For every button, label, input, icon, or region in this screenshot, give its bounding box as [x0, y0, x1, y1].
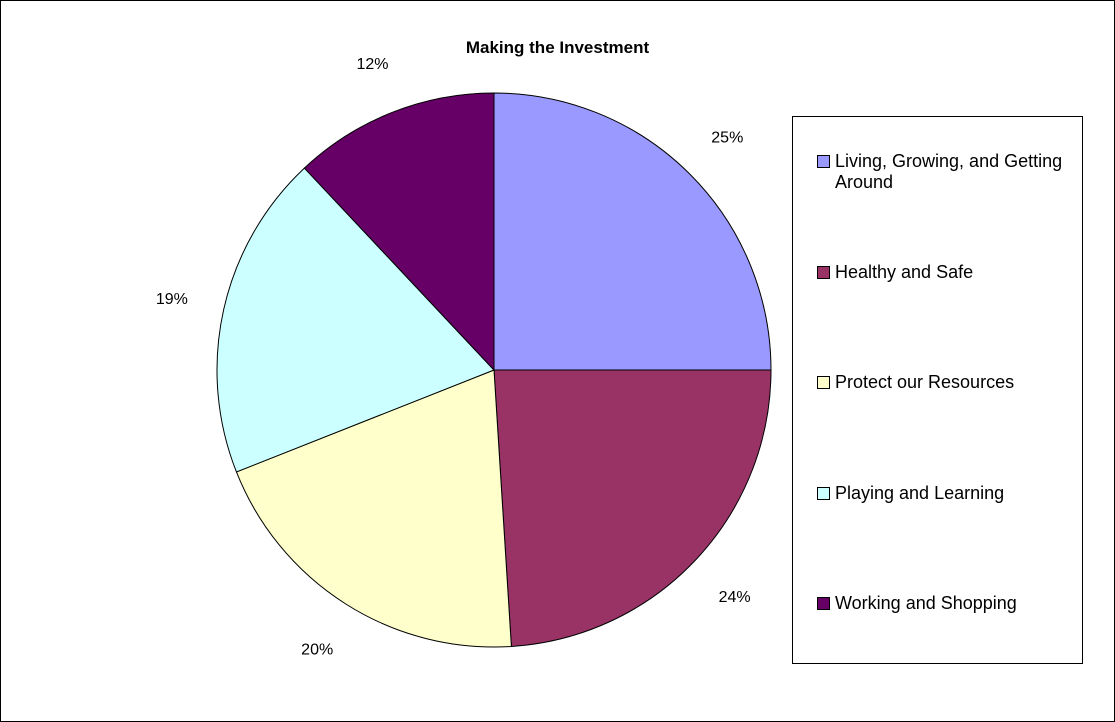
- legend-swatch: [817, 487, 830, 500]
- legend-item-working-shopping: Working and Shopping: [817, 593, 1085, 614]
- legend-item-living-growing: Living, Growing, and Getting Around: [817, 151, 1085, 193]
- legend-label: Playing and Learning: [835, 483, 1005, 503]
- chart-title: Making the Investment: [465, 38, 650, 57]
- slice-percent-label: 20%: [301, 642, 333, 659]
- slice-percent-label: 25%: [711, 130, 743, 147]
- slice-percent-label: 24%: [719, 589, 751, 606]
- legend-swatch: [817, 597, 830, 610]
- legend-item-protect-resources: Protect our Resources: [817, 372, 1085, 393]
- slice-percent-label: 19%: [156, 291, 188, 308]
- legend-item-healthy-safe: Healthy and Safe: [817, 262, 1085, 283]
- slice-working-shopping: [303, 92, 495, 372]
- legend-label: Living, Growing, and Getting Around: [835, 151, 1063, 192]
- slice-living-growing: [493, 92, 772, 371]
- legend-label: Protect our Resources: [835, 372, 1015, 392]
- slice-healthy-safe: [493, 369, 772, 647]
- slice-percent-label: 12%: [356, 56, 388, 73]
- slice-protect-resources: [235, 369, 512, 648]
- legend-label: Healthy and Safe: [835, 262, 974, 282]
- legend-swatch: [817, 376, 830, 389]
- legend-swatch: [817, 155, 830, 168]
- legend: Living, Growing, and Getting Around Heal…: [792, 116, 1083, 664]
- legend-label: Working and Shopping: [835, 593, 1017, 613]
- legend-item-playing-learning: Playing and Learning: [817, 483, 1085, 504]
- legend-swatch: [817, 266, 830, 279]
- slice-playing-learning: [216, 167, 495, 473]
